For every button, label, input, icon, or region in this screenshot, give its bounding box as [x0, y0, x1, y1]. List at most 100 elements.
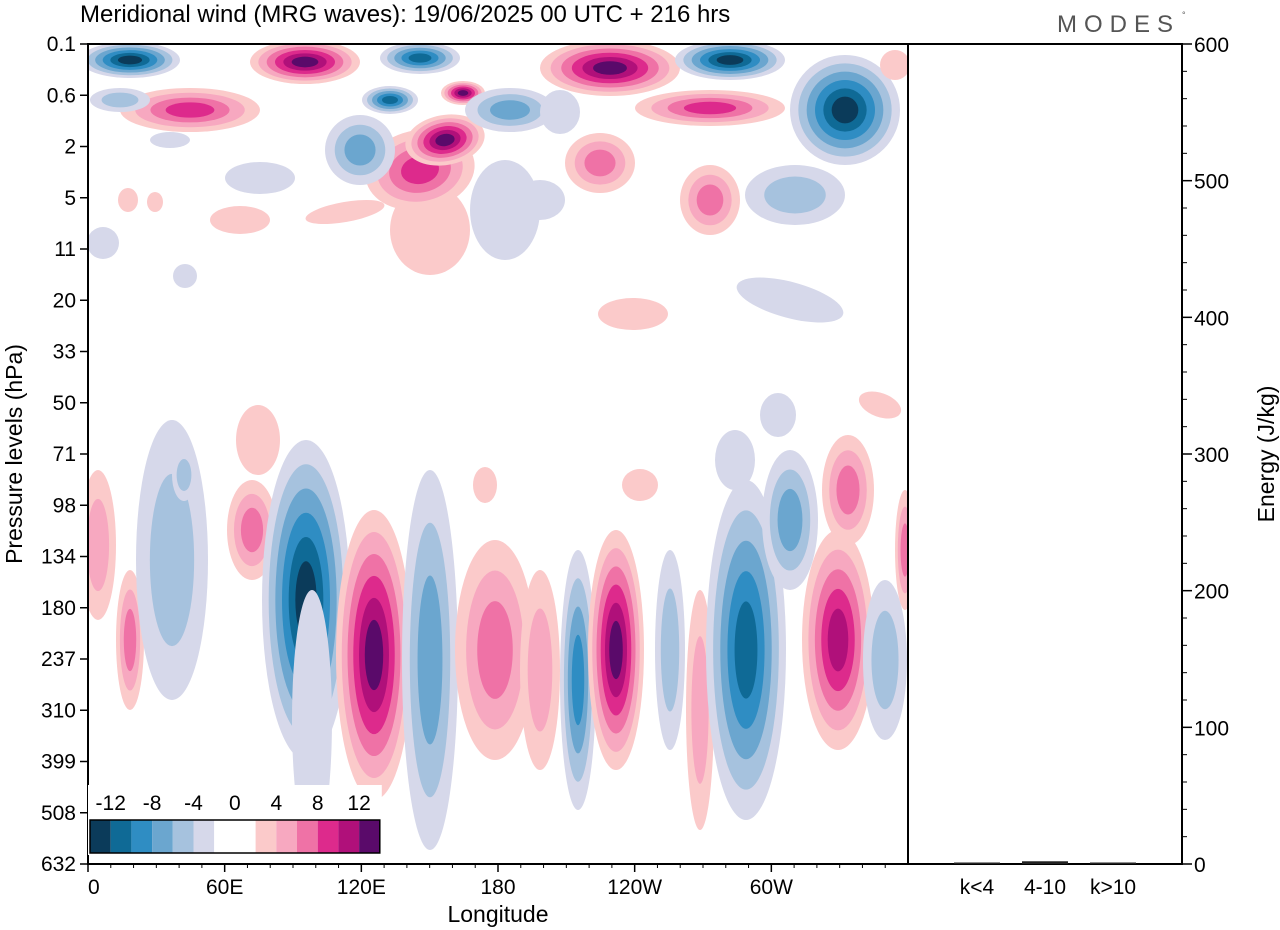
brand-mark: ° [1182, 10, 1186, 20]
x-tick-label: 120E [337, 876, 386, 899]
y-tick-label: 20 [53, 289, 76, 312]
negative-contour [225, 162, 295, 194]
positive-contour [88, 498, 110, 592]
colorbar-swatch [359, 820, 380, 853]
y-tick-label: 2 [64, 136, 76, 159]
positive-contour [836, 465, 860, 515]
colorbar-swatch [193, 820, 215, 853]
energy-tick-label: 200 [1194, 581, 1229, 604]
y-tick-label: 0.1 [47, 33, 76, 56]
negative-contour [777, 488, 803, 552]
negative-contour [417, 575, 443, 745]
positive-contour [165, 102, 215, 118]
positive-contour [477, 601, 513, 699]
colorbar-swatch [131, 820, 153, 853]
colorbar-label: -8 [143, 792, 162, 815]
y-tick-label: 33 [53, 341, 76, 364]
energy-tick-label: 600 [1194, 34, 1229, 57]
negative-contour [470, 160, 540, 260]
negative-contour [117, 55, 143, 65]
energy-panel-frame [907, 43, 1183, 865]
pressure-axis: 0.1 0.6 2 5 11 20 33 50 71 98 134 180 237 310 399 508 63… [41, 33, 88, 876]
negative-contour [831, 96, 859, 124]
colorbar: -12 -8 -4 0 4 8 12 [88, 785, 382, 855]
energy-axis-label: Energy (J/kg) [1253, 386, 1279, 523]
negative-contour [101, 92, 139, 108]
x-tick-label: 60W [750, 876, 793, 899]
energy-bar [1090, 862, 1136, 864]
positive-contour [622, 469, 658, 501]
chart-title: Meridional wind (MRG waves): 19/06/2025 … [80, 1, 730, 28]
brand-logo: MODES [1057, 11, 1180, 38]
positive-contour [584, 149, 616, 177]
negative-contour [408, 53, 432, 63]
colorbar-label: 12 [347, 792, 370, 815]
positive-contour [435, 133, 455, 147]
negative-contour [344, 134, 376, 166]
negative-contour [173, 264, 197, 288]
negative-contour [871, 610, 899, 710]
y-tick-label: 632 [41, 853, 76, 876]
positive-contour [593, 61, 627, 75]
x-tick-label: 60E [206, 876, 243, 899]
negative-contour [715, 430, 755, 490]
energy-tick-label: 100 [1194, 717, 1229, 740]
positive-contour [364, 619, 384, 691]
positive-contour [827, 608, 849, 672]
positive-contour [609, 620, 623, 680]
negative-contour [736, 277, 844, 323]
positive-contour [598, 298, 668, 330]
positive-contour [147, 192, 163, 212]
x-axis-label: Longitude [447, 901, 548, 927]
y-axis-label: Pressure levels (hPa) [1, 344, 27, 564]
negative-contour [571, 634, 585, 726]
negative-contour [734, 601, 758, 699]
negative-contour [382, 96, 398, 104]
energy-bar [1022, 861, 1068, 864]
colorbar-swatch [276, 820, 297, 853]
positive-contour [691, 636, 709, 784]
y-tick-label: 98 [53, 494, 76, 517]
colorbar-frame [89, 819, 381, 854]
wavenumber-label: k<4 [960, 876, 995, 899]
colorbar-swatch [297, 820, 318, 853]
colorbar-swatch [152, 820, 173, 853]
negative-contour [760, 393, 796, 437]
colorbar-swatch [90, 820, 111, 853]
positive-contour [858, 391, 902, 419]
wavenumber-label: 4-10 [1024, 876, 1066, 899]
positive-contour [880, 50, 908, 80]
y-tick-label: 180 [41, 597, 76, 620]
y-tick-label: 0.6 [47, 84, 76, 107]
positive-contour [123, 608, 137, 672]
negative-contour [150, 132, 190, 148]
negative-contour [88, 227, 119, 259]
negative-contour [660, 588, 680, 712]
energy-tick-label: 300 [1194, 444, 1229, 467]
energy-tick-label: 500 [1194, 171, 1229, 194]
energy-axis: 0 100 200 300 400 500 600 [1182, 34, 1229, 877]
positive-contour [457, 90, 469, 96]
y-tick-label: 11 [54, 238, 76, 261]
energy-tick-label: 0 [1194, 854, 1206, 877]
negative-contour [764, 176, 826, 214]
colorbar-label: 8 [312, 792, 324, 815]
positive-contour [240, 507, 264, 553]
colorbar-swatch [110, 820, 132, 853]
longitude-axis: 0 60E 120E 180 120W 60W [87, 864, 886, 899]
y-tick-label: 134 [41, 546, 76, 569]
colorbar-swatch [172, 820, 194, 853]
positive-contour [291, 56, 319, 68]
wavenumber-axis: k<4 4-10 k>10 [960, 876, 1136, 899]
colorbar-swatch [255, 820, 277, 853]
colorbar-swatch [338, 820, 360, 853]
x-tick-label: 120W [607, 876, 662, 899]
negative-contour [515, 180, 565, 220]
y-tick-label: 508 [41, 802, 76, 825]
positive-contour [527, 608, 553, 732]
colorbar-label: -4 [184, 792, 203, 815]
negative-contour [176, 459, 192, 491]
positive-contour [473, 467, 497, 503]
negative-contour [490, 100, 530, 120]
